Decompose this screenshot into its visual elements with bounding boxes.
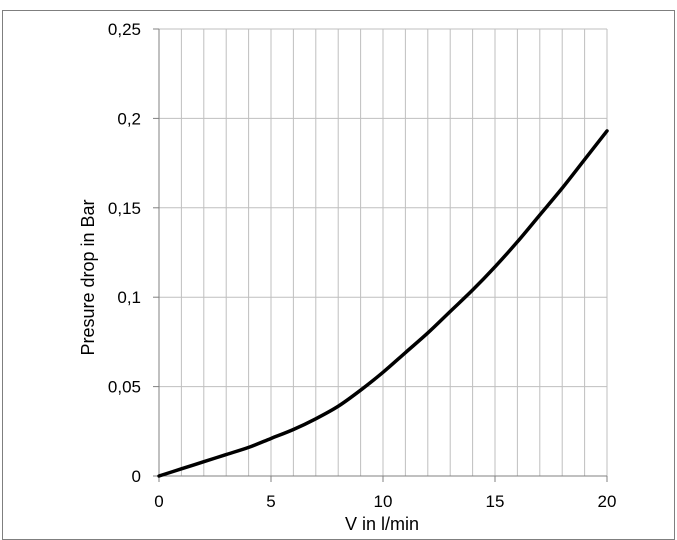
axes [153,28,608,482]
x-tick-label: 5 [266,492,275,511]
x-axis-title: V in l/min [345,514,419,534]
series-group [157,129,609,478]
y-tick-label: 0,1 [117,288,141,307]
grid-lines [158,28,608,477]
y-tick-label: 0,25 [108,20,141,39]
y-tick-label: 0,05 [108,378,141,397]
x-tick-label: 10 [374,492,393,511]
x-tick-label: 20 [598,492,617,511]
y-tick-label: 0,2 [117,109,141,128]
x-tick-label: 15 [486,492,505,511]
x-tick-label: 0 [154,492,163,511]
x-tick-labels: 0 5 10 15 20 [154,492,616,511]
series-line [157,129,609,478]
y-tick-labels: 0 0,05 0,1 0,15 0,2 0,25 [108,20,141,486]
y-tick-label: 0 [132,467,141,486]
y-axis-title: Presure drop in Bar [78,199,98,355]
y-tick-label: 0,15 [108,199,141,218]
